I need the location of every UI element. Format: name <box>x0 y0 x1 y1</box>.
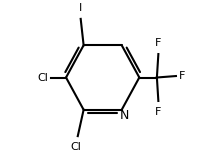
Text: I: I <box>79 3 82 13</box>
Text: N: N <box>120 109 129 122</box>
Text: Cl: Cl <box>38 73 48 82</box>
Text: F: F <box>155 38 161 48</box>
Text: F: F <box>155 107 161 117</box>
Text: Cl: Cl <box>71 142 82 152</box>
Text: F: F <box>179 71 185 81</box>
